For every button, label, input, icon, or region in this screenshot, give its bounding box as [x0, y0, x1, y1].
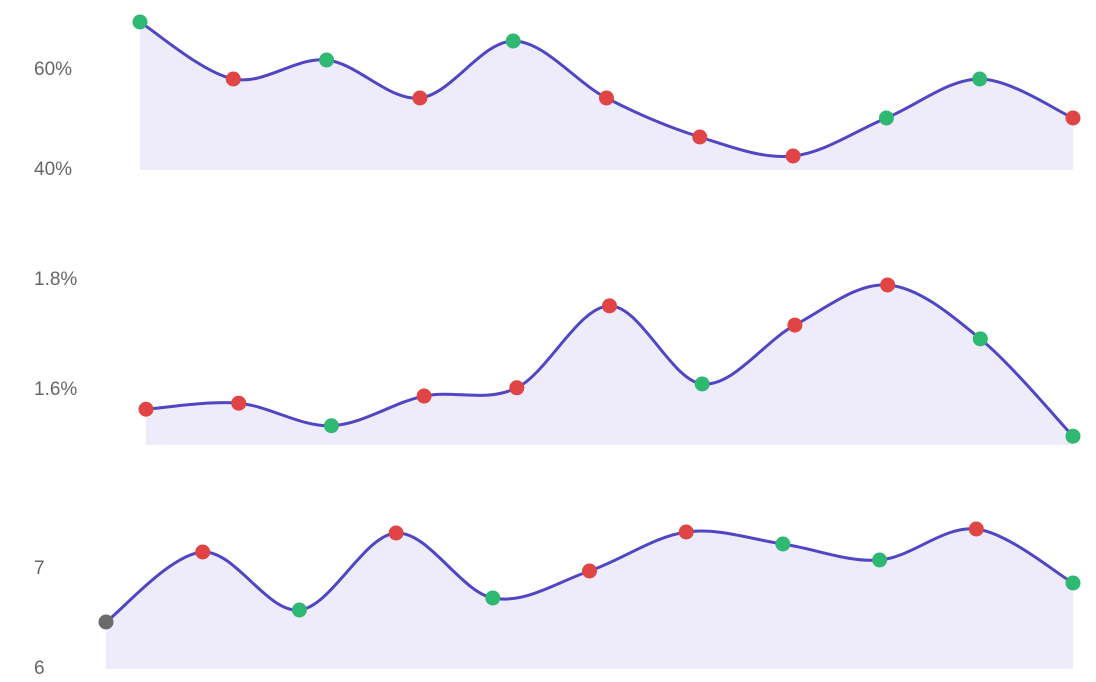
point	[1065, 575, 1081, 591]
point	[599, 90, 614, 106]
point	[291, 602, 307, 618]
point	[775, 536, 791, 552]
point	[880, 277, 896, 293]
point	[132, 14, 148, 30]
point	[972, 331, 988, 347]
point	[388, 525, 404, 541]
point	[1065, 428, 1081, 444]
point	[678, 524, 694, 540]
line	[105, 527, 1074, 624]
y-tick-label: 6	[34, 658, 45, 679]
y-tick-label: 40%	[34, 159, 72, 180]
area	[140, 22, 1073, 170]
point	[485, 590, 501, 606]
point	[787, 317, 803, 333]
line	[145, 283, 1075, 438]
point	[138, 401, 154, 417]
y-tick-label: 60%	[34, 59, 72, 80]
point	[225, 71, 241, 87]
point	[878, 110, 894, 126]
y-tick-label: 1.8%	[34, 269, 77, 290]
point	[872, 552, 888, 568]
point	[692, 129, 708, 145]
point	[602, 298, 617, 314]
point	[972, 71, 988, 87]
point	[785, 148, 801, 164]
point	[582, 563, 597, 579]
point	[195, 544, 211, 560]
area	[106, 528, 1073, 669]
area	[146, 284, 1073, 445]
point	[319, 52, 335, 68]
point	[98, 614, 114, 630]
point	[1065, 110, 1081, 126]
y-tick-label: 1.6%	[34, 379, 77, 400]
point	[968, 521, 984, 537]
point	[323, 418, 339, 434]
point	[412, 90, 428, 106]
point	[694, 376, 710, 392]
point	[509, 380, 525, 396]
point	[416, 388, 432, 404]
y-tick-label: 7	[34, 558, 45, 579]
point	[231, 395, 247, 411]
point	[505, 33, 521, 49]
